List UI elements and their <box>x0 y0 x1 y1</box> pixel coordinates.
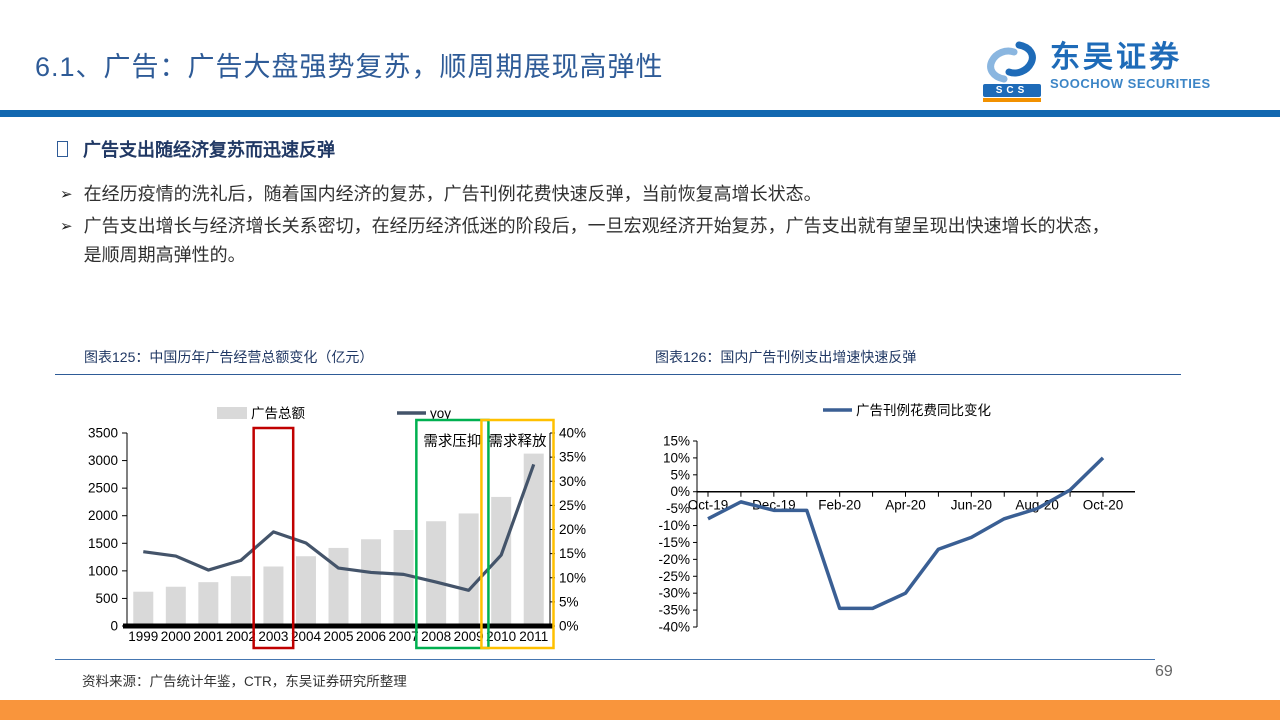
svg-text:Oct-20: Oct-20 <box>1083 498 1124 513</box>
arrow-bullet-icon: ➢ <box>60 218 73 235</box>
svg-text:0: 0 <box>110 619 118 634</box>
svg-text:2010: 2010 <box>486 629 516 644</box>
svg-text:40%: 40% <box>559 426 586 441</box>
svg-text:10%: 10% <box>559 570 586 585</box>
svg-text:3000: 3000 <box>88 453 118 468</box>
svg-text:15%: 15% <box>663 434 690 449</box>
logo-cn-text: 东吴证券 <box>1050 41 1182 74</box>
svg-text:-30%: -30% <box>658 586 690 601</box>
left-figure-title: 图表125：中国历年广告经营总额变化（亿元） <box>84 349 374 365</box>
bullet-text: 广告支出增长与经济增长关系密切，在经历经济低迷的阶段后，一旦宏观经济开始复苏，广… <box>84 212 1110 270</box>
section-heading-text: 广告支出随经济复苏而迅速反弹 <box>83 140 335 160</box>
svg-text:2011: 2011 <box>519 629 548 644</box>
svg-text:2008: 2008 <box>421 629 451 644</box>
svg-text:3500: 3500 <box>88 426 118 441</box>
svg-text:-35%: -35% <box>658 603 690 618</box>
svg-text:5%: 5% <box>670 467 690 482</box>
bullet-item: ➢ 广告支出增长与经济增长关系密切，在经历经济低迷的阶段后，一旦宏观经济开始复苏… <box>60 212 1110 270</box>
placeholder-glyph-icon <box>57 141 68 157</box>
svg-text:2004: 2004 <box>291 629 322 644</box>
svg-text:1000: 1000 <box>88 563 118 578</box>
section-heading: 广告支出随经济复苏而迅速反弹 <box>57 136 335 162</box>
svg-text:35%: 35% <box>559 450 586 465</box>
svg-text:需求释放: 需求释放 <box>488 433 546 450</box>
logo-underline <box>983 98 1041 102</box>
svg-text:0%: 0% <box>670 484 690 499</box>
bullet-line: 在经历疫情的洗礼后，随着国内经济的复苏，广告刊例花费快速反弹，当前恢复高增长状态… <box>83 184 822 204</box>
svg-text:Jun-20: Jun-20 <box>951 498 992 513</box>
svg-text:Oct-19: Oct-19 <box>688 498 729 513</box>
svg-text:25%: 25% <box>559 498 586 513</box>
bullet-line: 广告支出增长与经济增长关系密切，在经历经济低迷的阶段后，一旦宏观经济开始复苏，广… <box>83 216 1110 236</box>
svg-text:-40%: -40% <box>658 620 690 635</box>
svg-text:2005: 2005 <box>323 629 353 644</box>
logo-badge: SCS <box>983 84 1041 97</box>
company-logo: SCS 东吴证券 SOOCHOW SECURITIES <box>983 40 1211 102</box>
svg-text:1999: 1999 <box>128 629 158 644</box>
logo-icon-wrap: SCS <box>983 40 1041 102</box>
page-title: 6.1、广告：广告大盘强势复苏，顺周期展现高弹性 <box>35 52 664 82</box>
svg-text:2009: 2009 <box>454 629 484 644</box>
footer-divider-line <box>55 659 1155 660</box>
logo-text: 东吴证券 SOOCHOW SECURITIES <box>1050 40 1211 91</box>
svg-text:0%: 0% <box>559 619 579 634</box>
svg-text:广告总额: 广告总额 <box>251 406 305 421</box>
svg-text:500: 500 <box>95 591 118 606</box>
svg-text:20%: 20% <box>559 522 586 537</box>
bullet-item: ➢ 在经历疫情的洗礼后，随着国内经济的复苏，广告刊例花费快速反弹，当前恢复高增长… <box>60 180 822 209</box>
logo-en-text: SOOCHOW SECURITIES <box>1050 76 1211 91</box>
ctr-yoy-chart: 广告刊例花费同比变化 -40% -35% -30% -25% -20% -15% -10% -5… <box>658 403 1135 635</box>
bottom-accent-bar <box>0 700 1280 720</box>
svg-text:-25%: -25% <box>658 569 690 584</box>
header-divider-bar <box>0 110 1280 117</box>
svg-text:1500: 1500 <box>88 536 118 551</box>
figure-title-underline <box>55 374 1181 375</box>
right-figure-title: 图表126：国内广告刊例支出增速快速反弹 <box>655 349 917 365</box>
svg-text:Feb-20: Feb-20 <box>818 498 861 513</box>
svg-text:15%: 15% <box>559 546 586 561</box>
svg-text:需求压抑: 需求压抑 <box>423 433 481 450</box>
svg-text:-20%: -20% <box>658 552 690 567</box>
svg-text:5%: 5% <box>559 594 579 609</box>
svg-text:2007: 2007 <box>389 629 419 644</box>
svg-text:yoy: yoy <box>430 406 451 421</box>
svg-text:30%: 30% <box>559 474 586 489</box>
svg-text:广告刊例花费同比变化: 广告刊例花费同比变化 <box>856 403 991 418</box>
svg-text:2002: 2002 <box>226 629 256 644</box>
soochow-s-icon <box>987 41 1036 83</box>
svg-text:2000: 2000 <box>88 508 118 523</box>
svg-text:Apr-20: Apr-20 <box>885 498 926 513</box>
svg-text:2006: 2006 <box>356 629 386 644</box>
svg-text:-10%: -10% <box>658 518 690 533</box>
svg-text:2500: 2500 <box>88 481 118 496</box>
svg-text:-15%: -15% <box>658 535 690 550</box>
svg-text:2003: 2003 <box>258 629 288 644</box>
svg-text:2000: 2000 <box>161 629 191 644</box>
arrow-bullet-icon: ➢ <box>60 186 73 203</box>
svg-text:10%: 10% <box>663 450 690 465</box>
page-number: 69 <box>1155 663 1173 680</box>
bullet-text: 在经历疫情的洗礼后，随着国内经济的复苏，广告刊例花费快速反弹，当前恢复高增长状态… <box>84 180 822 209</box>
source-note: 资料来源：广告统计年鉴，CTR，东吴证券研究所整理 <box>82 674 407 689</box>
advertising-total-chart: 广告总额 yoy 0 500 1000 1500 2000 2500 3000 3500 0% 5% 1… <box>88 406 586 650</box>
svg-text:-5%: -5% <box>666 501 690 516</box>
svg-text:2001: 2001 <box>193 629 223 644</box>
bullet-line: 是顺周期高弹性的。 <box>83 245 246 265</box>
